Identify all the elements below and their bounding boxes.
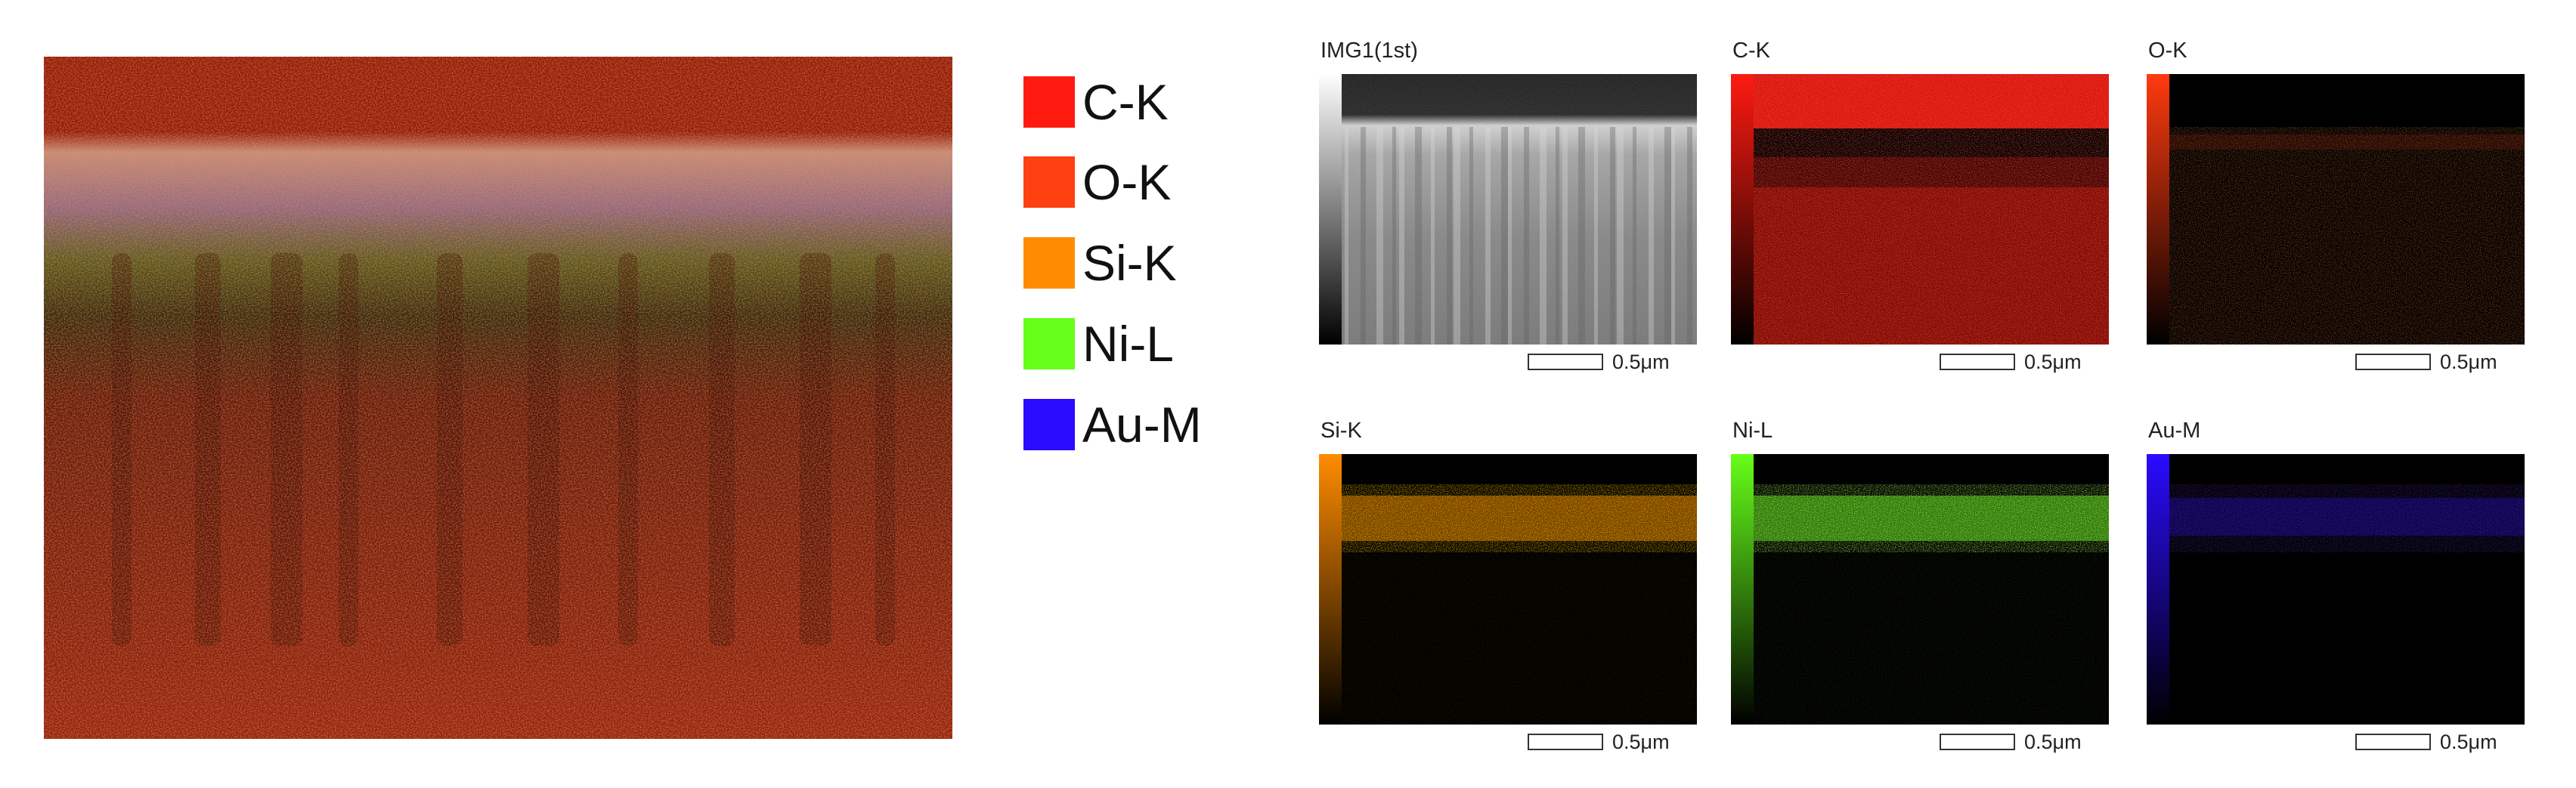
map-svg-c-k [1731, 74, 2109, 345]
legend-label-au-m: Au-M [1082, 397, 1202, 453]
element-map-c-k [1731, 74, 2109, 345]
sem-svg [1319, 74, 1697, 345]
scalebar-label: 0.5μm [1612, 351, 1670, 373]
map-svg-si-k [1319, 454, 1697, 725]
legend-swatch-au-m [1023, 399, 1075, 450]
panel-title-ni-l: Ni-L [1732, 419, 1773, 443]
panel-img1: IMG1(1st) [1319, 38, 1697, 373]
scalebar-c-k: 0.5μm [1940, 351, 2106, 373]
map-svg-au-m [2147, 454, 2525, 725]
legend-item-au-m: Au-M [1023, 394, 1296, 462]
scalebar-au-m: 0.5μm [2355, 731, 2522, 753]
legend-swatch-si-k [1023, 237, 1075, 289]
legend-swatch-c-k [1023, 76, 1075, 128]
element-map-si-k [1319, 454, 1697, 725]
map-svg-o-k [2147, 74, 2525, 345]
scalebar-si-k: 0.5μm [1528, 731, 1694, 753]
legend-item-c-k: C-K [1023, 72, 1296, 140]
panel-title-si-k: Si-K [1321, 419, 1362, 443]
scalebar-label: 0.5μm [2024, 351, 2082, 373]
element-map-au-m [2147, 454, 2525, 725]
panel-title-img1: IMG1(1st) [1321, 39, 1418, 63]
legend-item-si-k: Si-K [1023, 233, 1296, 301]
panel-si-k: Si-K 0.5μm [1319, 418, 1697, 753]
sem-image [1319, 74, 1697, 345]
scalebar-img1: 0.5μm [1528, 351, 1694, 373]
legend-swatch-o-k [1023, 156, 1075, 208]
legend-label-ni-l: Ni-L [1082, 316, 1175, 372]
scalebar-o-k: 0.5μm [2355, 351, 2522, 373]
scalebar-label: 0.5μm [1612, 731, 1670, 753]
scalebar-label: 0.5μm [2440, 731, 2497, 753]
legend-label-c-k: C-K [1082, 74, 1169, 130]
scalebar-box [1940, 354, 2015, 370]
panel-ni-l: Ni-L 0.5μm [1731, 418, 2109, 753]
legend-swatch-ni-l [1023, 318, 1075, 369]
panel-title-o-k: O-K [2148, 39, 2187, 63]
panel-title-au-m: Au-M [2148, 419, 2201, 443]
legend-item-ni-l: Ni-L [1023, 314, 1296, 382]
panel-title-c-k: C-K [1732, 39, 1770, 63]
panel-o-k: O-K 0.5μm [2147, 38, 2525, 373]
panel-au-m: Au-M 0.5μm [2147, 418, 2525, 753]
legend-label-si-k: Si-K [1082, 235, 1177, 291]
scalebar-label: 0.5μm [2440, 351, 2497, 373]
scalebar-box [1940, 734, 2015, 750]
scalebar-box [1528, 734, 1603, 750]
map-svg-ni-l [1731, 454, 2109, 725]
scalebar-ni-l: 0.5μm [1940, 731, 2106, 753]
scalebar-label: 0.5μm [2024, 731, 2082, 753]
scalebar-box [2355, 354, 2431, 370]
element-map-ni-l [1731, 454, 2109, 725]
panel-c-k: C-K 0.5μm [1731, 38, 2109, 373]
scalebar-box [1528, 354, 1603, 370]
eds-overlay-map [44, 57, 952, 739]
overlay-svg [44, 57, 952, 739]
legend-label-o-k: O-K [1082, 154, 1172, 210]
legend-item-o-k: O-K [1023, 152, 1296, 220]
element-map-o-k [2147, 74, 2525, 345]
scalebar-box [2355, 734, 2431, 750]
